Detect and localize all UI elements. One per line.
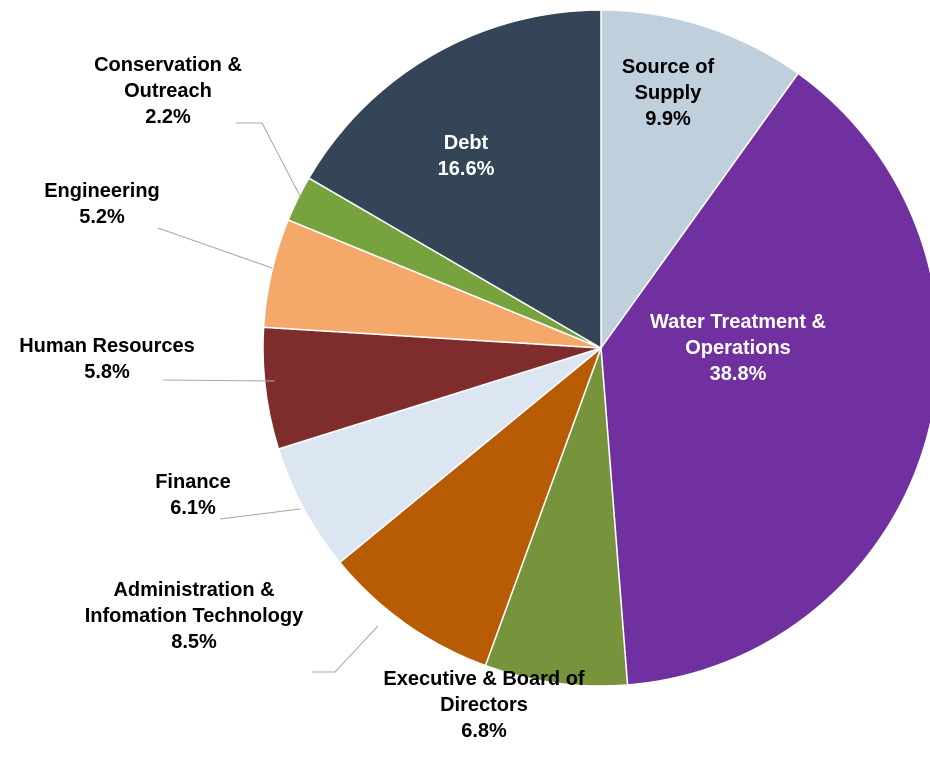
pie-slice-executive-and-board-of-directors (484, 347, 629, 687)
pie-slice-administration-and-infomation-technology (338, 345, 603, 667)
data-label-executive-and-board-of-directors: Executive & Board of Directors 6.8% (383, 668, 585, 742)
slice-percent-label: 2.2% (145, 106, 191, 128)
pie-slice-finance (277, 347, 602, 564)
pie-slice-source-of-supply (600, 9, 800, 351)
slice-category-label: Human Resources (19, 335, 195, 357)
slice-category-label: Finance (155, 471, 231, 493)
slice-percent-label: 5.2% (79, 206, 125, 228)
leader-line-engineering (157, 227, 273, 269)
slice-category-label: Debt (444, 132, 489, 154)
data-label-water-treatment-and-operations: Water Treatment & Operations 38.8% (650, 311, 826, 385)
leader-line-human-resources (162, 379, 276, 382)
slice-percent-label: 16.6% (438, 158, 495, 180)
pie-slice-water-treatment-and-operations (600, 72, 930, 686)
slice-category-label: Supply (635, 82, 703, 104)
slice-percent-label: 6.8% (461, 720, 507, 742)
slice-percent-label: 5.8% (84, 361, 130, 383)
data-label-human-resources: Human Resources 5.8% (19, 335, 195, 383)
data-label-administration-and-infomation-technology: Administration & Infomation Technology 8.5… (85, 579, 304, 653)
pie-slice-debt (307, 9, 602, 350)
data-label-conservation-and-outreach: Conservation & Outreach 2.2% (94, 54, 242, 128)
slice-percent-label: 38.8% (710, 363, 767, 385)
data-label-debt: Debt 16.6% (438, 132, 495, 180)
slice-category-label: Operations (685, 337, 791, 359)
slice-category-label: Water Treatment & (650, 311, 826, 333)
leader-line-administration-and-infomation-technology (312, 625, 379, 673)
pie-slice-human-resources (262, 326, 602, 450)
slice-category-label: Engineering (44, 180, 160, 202)
slice-category-label: Administration & (113, 579, 274, 601)
data-label-engineering: Engineering 5.2% (44, 180, 160, 228)
slice-percent-label: 8.5% (171, 631, 217, 653)
leader-line-finance (219, 508, 301, 520)
slice-category-label: Source of (622, 56, 715, 78)
slice-category-label: Executive & Board of (383, 668, 585, 690)
data-label-finance: Finance 6.1% (155, 471, 231, 519)
leader-line-conservation-and-outreach (236, 122, 301, 197)
slice-percent-label: 6.1% (170, 497, 216, 519)
slice-category-label: Directors (440, 694, 528, 716)
data-label-source-of-supply: Source of Supply 9.9% (622, 56, 715, 130)
slice-percent-label: 9.9% (645, 108, 691, 130)
slice-category-label: Conservation & (94, 54, 242, 76)
slice-category-label: Infomation Technology (85, 605, 304, 627)
slice-category-label: Outreach (124, 80, 212, 102)
